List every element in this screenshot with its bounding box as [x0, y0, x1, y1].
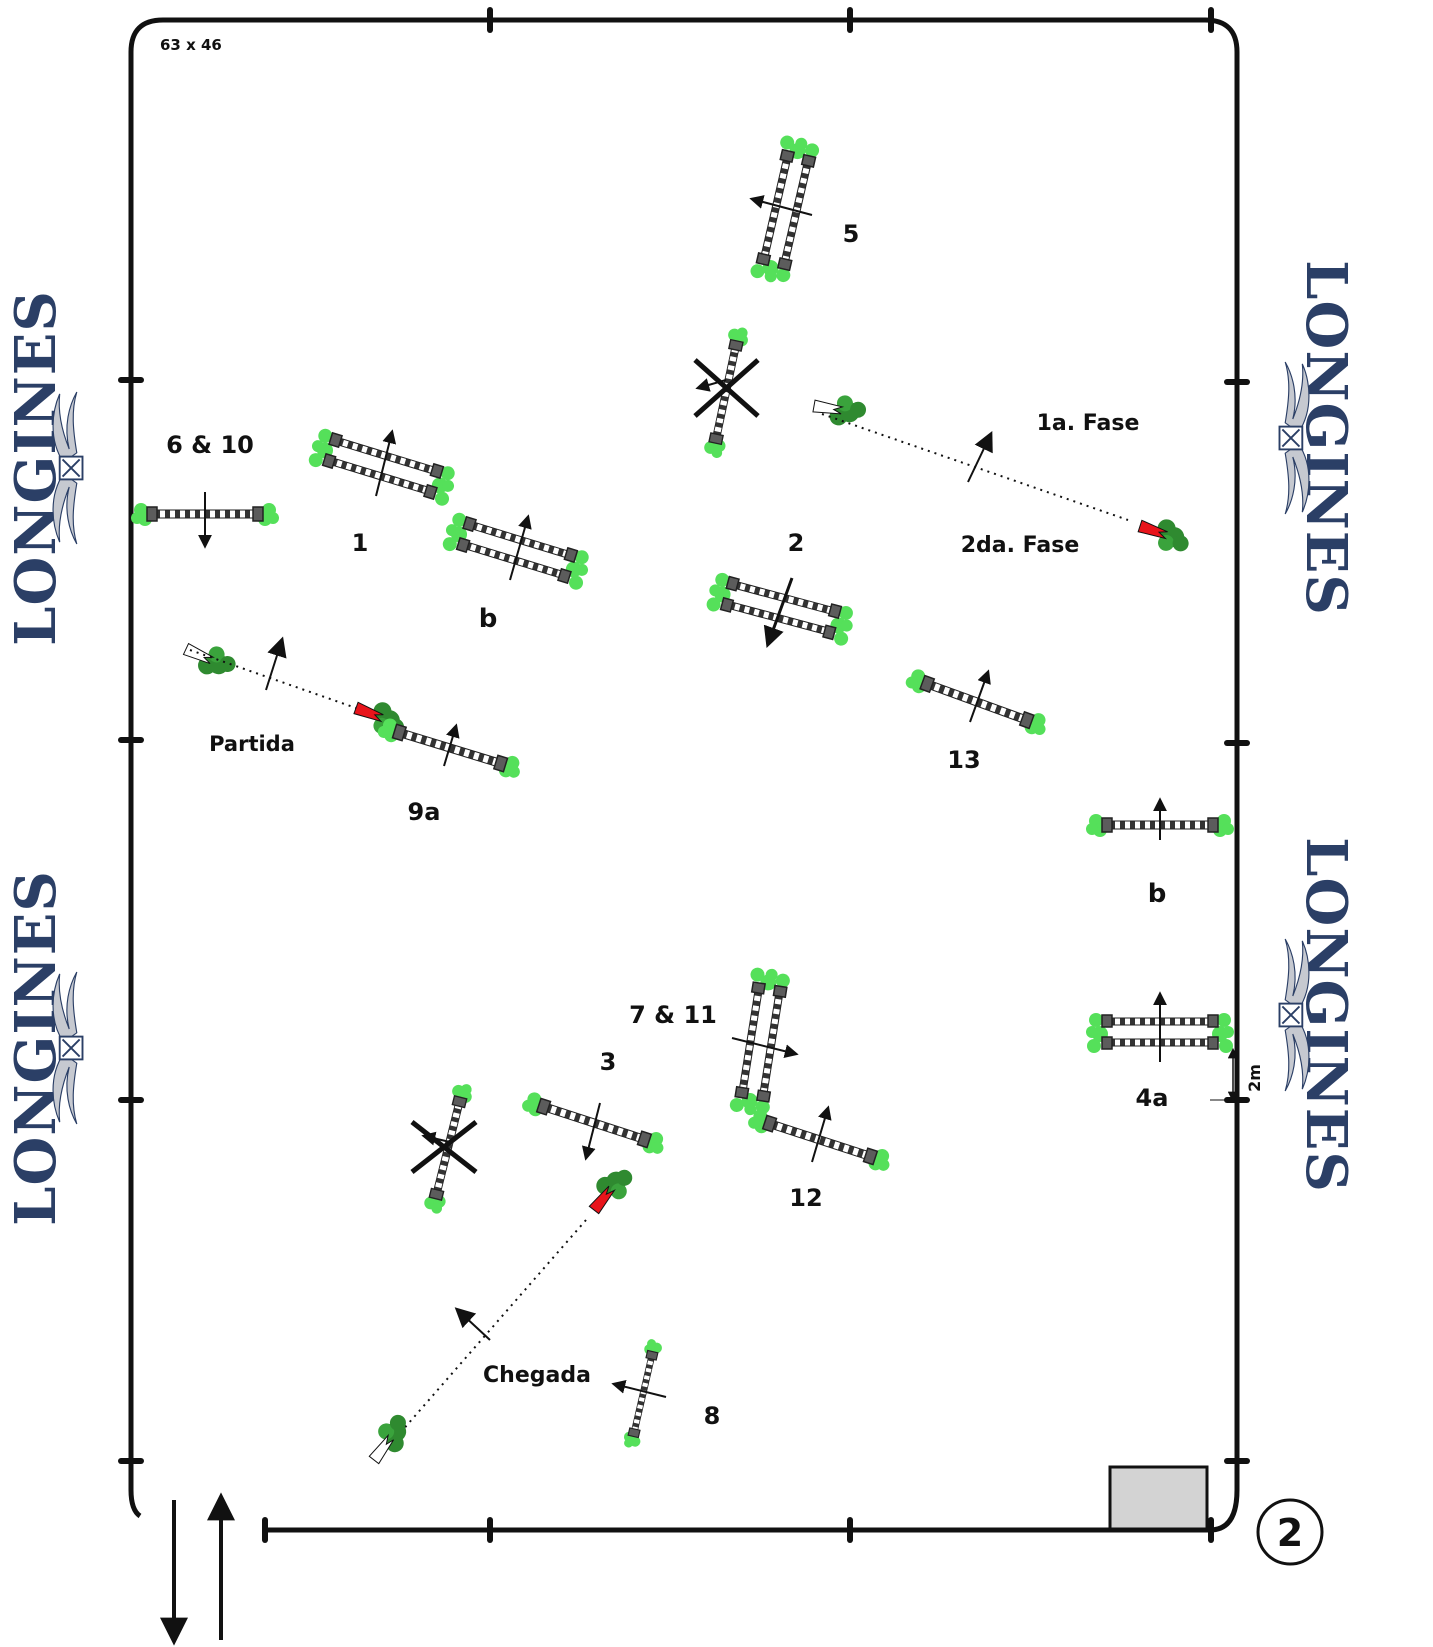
obstacle-3: 3 — [519, 1048, 669, 1161]
obstacle-label-9a: 9a — [408, 798, 441, 826]
longines-logo-left-bottom: LONGINES — [3, 870, 84, 1226]
page-number: 2 — [1277, 1511, 1303, 1555]
arena-tick-marks — [118, 7, 1250, 1543]
distance-marker: 2m — [1210, 1047, 1264, 1103]
obstacle-2: 2 — [703, 529, 859, 649]
obstacle-label-6-10: 6 & 10 — [166, 431, 254, 459]
obstacle-label-3: 3 — [600, 1048, 617, 1076]
obstacle-label-13: 13 — [947, 746, 980, 774]
obstacle-7-11: 7 & 11 — [629, 964, 799, 1119]
distance-label: 2m — [1245, 1064, 1264, 1092]
obstacle-13: 13 — [902, 665, 1052, 774]
obstacle-label-4b: b — [1148, 879, 1167, 909]
logo-text: LONGINES — [3, 870, 69, 1226]
arena-boundary — [128, 17, 1240, 1533]
longines-logo-right-top: LONGINES — [1278, 260, 1359, 616]
first-phase-finish-line: 1a. Fase 2da. Fase — [821, 411, 1195, 558]
obstacle-1b: b — [439, 509, 595, 634]
obstacle-label-5: 5 — [843, 220, 860, 248]
first-phase-label: 1a. Fase — [1037, 411, 1140, 436]
obstacle-label-4a: 4a — [1136, 1084, 1169, 1112]
entry-exit-arrows — [160, 1492, 235, 1646]
longines-logo-left-top: LONGINES — [3, 290, 84, 646]
page-number-badge: 2 — [1256, 1498, 1324, 1566]
obstacle-8: 8 — [611, 1337, 721, 1451]
obstacle-label-1b: b — [479, 604, 498, 634]
disabled-obstacle-bottom — [410, 1080, 478, 1216]
second-phase-label: 2da. Fase — [961, 533, 1080, 558]
gate-box — [1108, 1465, 1209, 1531]
disabled-obstacle-top — [693, 324, 869, 461]
longines-logo-right-bottom: LONGINES — [1278, 837, 1359, 1193]
obstacle-5: 5 — [748, 132, 860, 288]
start-label: Partida — [209, 732, 295, 756]
arena-dimensions: 63 x 46 — [160, 36, 222, 54]
obstacle-label-1: 1 — [352, 529, 369, 557]
obstacle-label-8: 8 — [704, 1402, 721, 1430]
logo-text: LONGINES — [3, 290, 69, 646]
logo-text: LONGINES — [1293, 260, 1359, 616]
obstacle-1: 1 — [305, 425, 461, 557]
finish-line: Chegada — [360, 1159, 640, 1470]
obstacle-12: 12 — [745, 1105, 895, 1212]
start-line: Partida — [179, 633, 411, 756]
obstacle-9a: 9a — [374, 715, 525, 826]
obstacle-label-7-11: 7 & 11 — [629, 1001, 717, 1029]
logo-text: LONGINES — [1293, 837, 1359, 1193]
obstacle-label-12: 12 — [789, 1184, 822, 1212]
obstacle-4a: 4a — [1085, 991, 1235, 1112]
obstacle-label-2: 2 — [788, 529, 805, 557]
obstacle-4b: b — [1085, 797, 1235, 909]
finish-label: Chegada — [483, 1363, 591, 1388]
obstacle-6-10: 6 & 10 — [130, 431, 280, 549]
